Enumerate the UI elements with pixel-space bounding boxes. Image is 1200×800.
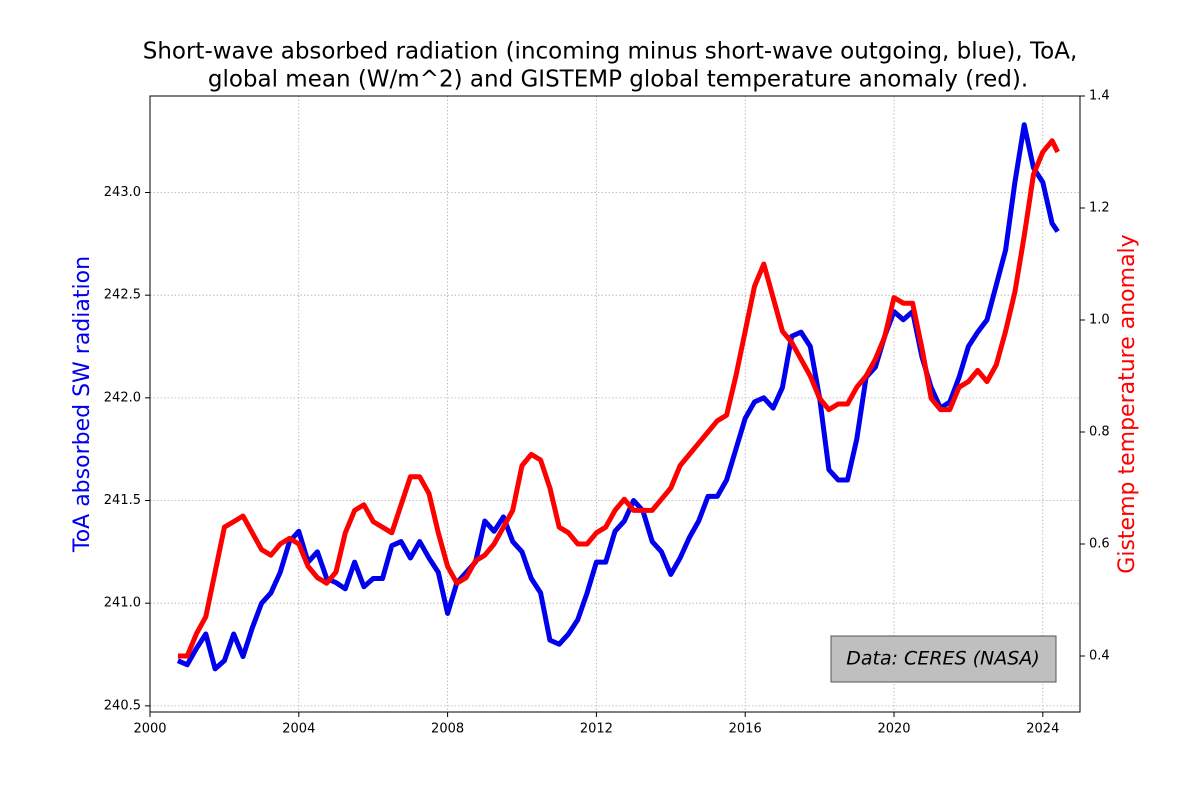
y2-axis-label: Gistemp temperature anomaly: [1115, 234, 1140, 573]
x-tick-label: 2004: [282, 722, 315, 737]
y-tick-label: 242.5: [104, 288, 141, 303]
plot-frame: [149, 95, 1081, 713]
data-line: [177, 138, 1060, 659]
x-tick-label: 2008: [431, 722, 464, 737]
annotation: Data: CERES (NASA): [846, 648, 1039, 670]
y-axis-label: ToA absorbed SW radiation: [70, 256, 95, 553]
y2-tick-label: 0.8: [1089, 425, 1110, 440]
x-tick-label: 2024: [1026, 722, 1059, 737]
chart-title: global mean (W/m^2) and GISTEMP global t…: [208, 67, 1028, 93]
x-tick-label: 2016: [729, 722, 762, 737]
y2-tick-label: 1.4: [1089, 89, 1110, 104]
data-line: [176, 122, 1060, 672]
y2-tick-label: 0.6: [1089, 537, 1110, 552]
y-tick-label: 241.5: [104, 493, 141, 508]
annotation-box: [830, 635, 1057, 683]
y2-tick-label: 1.0: [1089, 313, 1110, 328]
y2-tick-label: 0.4: [1089, 649, 1110, 664]
x-tick-label: 2012: [580, 722, 613, 737]
y-tick-label: 240.5: [104, 698, 141, 713]
y-tick-label: 242.0: [104, 390, 141, 405]
y-tick-label: 243.0: [104, 185, 141, 200]
chart-title: Short-wave absorbed radiation (incoming …: [143, 39, 1078, 65]
y-tick-label: 241.0: [104, 596, 141, 611]
x-tick-label: 2020: [877, 722, 910, 737]
y2-tick-label: 1.2: [1089, 201, 1110, 216]
x-tick-label: 2000: [133, 722, 166, 737]
